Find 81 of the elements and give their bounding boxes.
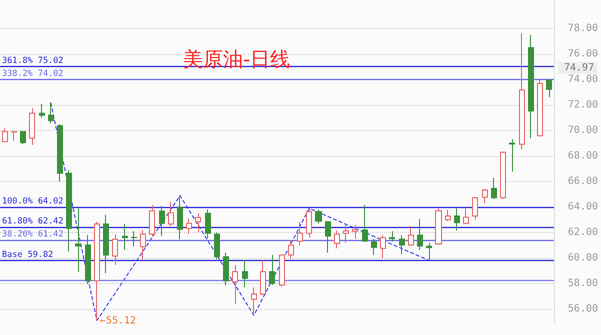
y-tick-label: 72.00 [568,100,598,111]
annotation: ←55.12 [100,316,136,327]
candlestick [260,259,266,296]
candlestick [500,151,506,200]
candlestick [2,128,8,143]
ref-line-label: 361.8% 75.02 [2,56,64,66]
candlestick [408,226,414,246]
candlestick [11,130,17,142]
candlestick [214,232,220,260]
y-tick-label: 76.00 [568,48,598,60]
candlestick [223,252,229,286]
candlestick [112,234,118,266]
y-tick-label: 66.00 [568,176,598,188]
y-tick-label: 60.00 [568,252,598,264]
y-tick-label: 58.00 [568,278,598,289]
candlestick [482,188,488,204]
candlestick [159,205,165,236]
candlestick [435,208,442,246]
ref-line-label: 38.20% 61.42 [2,229,64,240]
candlestick [371,238,377,256]
candlestick [306,208,312,238]
candlestick [528,34,534,139]
candlestick [334,230,340,249]
candlestick [315,209,322,224]
candlestick [445,209,451,222]
candlestick [232,264,238,305]
candlestick [75,208,81,273]
candlestick [168,201,174,227]
candlestick [325,220,331,254]
candlestick [186,218,192,234]
ref-line-label: 61.80% 62.42 [2,216,64,227]
y-tick-label: 78.00 [568,23,598,34]
candlestick [288,240,294,260]
candlestick [131,230,137,248]
candlestick [269,254,275,286]
candlestick [537,80,543,137]
candlestick [389,230,395,242]
candlestick [140,229,146,260]
candlestick [195,212,201,234]
candlestick [103,214,109,274]
ref-line-label: Base 59.82 [2,250,54,260]
candlestick [417,218,423,250]
candlestick [251,286,257,316]
candlestick [29,108,35,146]
candlestick [279,254,285,288]
candlestick [472,196,478,220]
ref-line-label: 338.2% 74.02 [2,68,64,79]
candlestick [352,224,358,240]
candlestick [546,79,552,98]
text: 74.97 [564,62,594,74]
candlestick [177,195,183,240]
candlestick [380,234,386,259]
candlestick [205,208,211,239]
text: 美原油-日线 [183,47,290,71]
y-tick-label: 64.00 [568,202,598,213]
candlestick [57,124,63,182]
y-tick-label: 62.00 [568,227,598,238]
candlestick [426,242,432,261]
candlestick [94,221,100,321]
candlestick [122,224,128,250]
candlestick [491,177,497,200]
y-tick-label: 74.00 [568,74,598,86]
candlestick [463,208,469,225]
y-tick-label: 70.00 [568,125,598,136]
candlestick [454,208,460,232]
y-tick-label: 68.00 [568,150,598,162]
candlestick [20,130,26,144]
candlestick [399,234,405,255]
candlestick [343,224,349,244]
y-tick-label: 56.00 [568,303,598,314]
candlestick [66,170,72,252]
candlestick [85,234,91,285]
candlestick [48,102,54,124]
ref-line-label: 100.0% 64.02 [2,196,64,206]
candlestick [149,204,155,237]
candlestick [242,259,248,288]
candlestick [509,138,515,172]
candlestick [39,103,45,118]
candlestick [297,221,303,246]
candlestick [519,32,525,150]
candlestick [362,204,368,242]
